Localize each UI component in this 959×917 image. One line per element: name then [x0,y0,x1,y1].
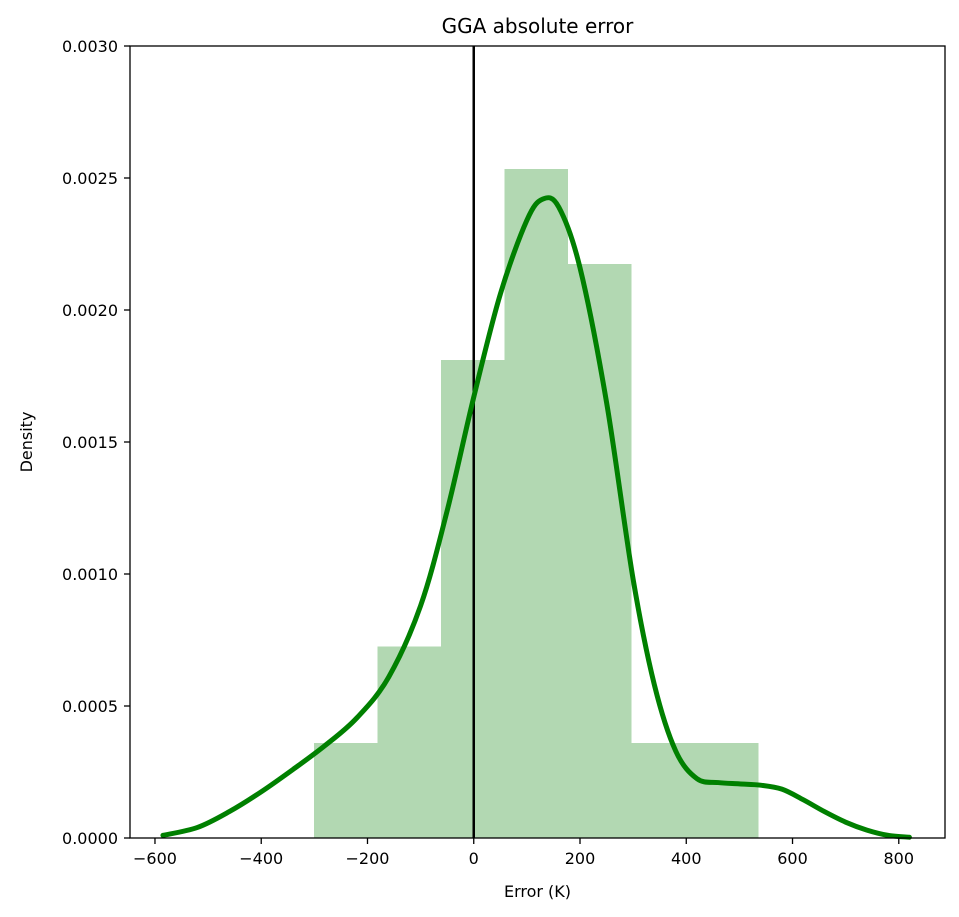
histogram-bar-5 [631,742,696,838]
y-tick-label: 0.0030 [62,37,118,56]
x-tick-label: 200 [565,849,596,868]
x-tick-label: −200 [346,849,390,868]
x-axis-ticks: −600 −400 −200 0 200 400 600 800 [133,838,914,868]
x-tick-label: 400 [671,849,702,868]
y-tick-label: 0.0000 [62,829,118,848]
x-tick-label: 800 [884,849,915,868]
y-tick-label: 0.0025 [62,169,118,188]
histogram-bar-3 [504,168,568,838]
x-tick-label: 600 [777,849,808,868]
kde-layer [160,195,912,840]
y-tick-label: 0.0020 [62,301,118,320]
kde-density-line [160,195,912,840]
x-tick-label: −600 [133,849,177,868]
y-axis-label: Density [17,412,36,473]
y-axis-ticks: 0.0000 0.0005 0.0010 0.0015 0.0020 0.0025 0.00… [62,37,130,848]
x-tick-label: −400 [239,849,283,868]
y-tick-label: 0.0015 [62,433,118,452]
x-axis-label: Error (K) [504,882,571,901]
x-tick-label: 0 [469,849,479,868]
histogram-bar-6 [695,742,759,838]
y-tick-label: 0.0010 [62,565,118,584]
histogram-bars [313,168,759,838]
histogram-bar-0 [313,742,378,838]
chart-title: GGA absolute error [442,14,635,38]
y-tick-label: 0.0005 [62,697,118,716]
